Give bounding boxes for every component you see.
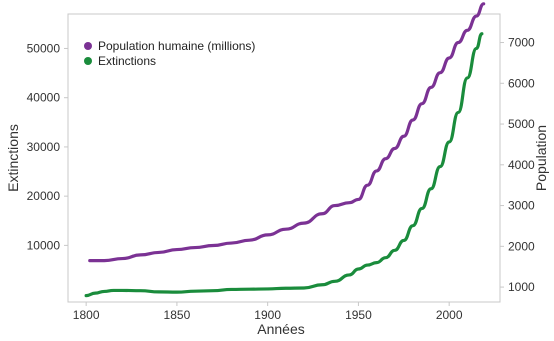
right-tick-label: 6000 xyxy=(508,76,535,90)
legend-marker-population xyxy=(84,42,92,50)
legend: Population humaine (millions) Extinction… xyxy=(84,39,255,68)
tick-labels: 1800 1850 1900 1950 2000 10000 20000 30000 40000… xyxy=(27,36,535,322)
x-tick-label: 1950 xyxy=(345,308,372,322)
right-tick-label: 3000 xyxy=(508,199,535,213)
legend-marker-extinctions xyxy=(84,57,92,65)
x-tick-label: 1900 xyxy=(254,308,281,322)
left-tick-label: 30000 xyxy=(27,140,61,154)
right-tick-label: 1000 xyxy=(508,280,535,294)
right-tick-label: 4000 xyxy=(508,158,535,172)
legend-label-population: Population humaine (millions) xyxy=(98,39,255,53)
right-tick-label: 5000 xyxy=(508,117,535,131)
right-axis-title: Population xyxy=(533,125,549,191)
x-tick-label: 2000 xyxy=(436,308,463,322)
right-tick-label: 2000 xyxy=(508,239,535,253)
tick-marks xyxy=(64,42,504,306)
left-axis-title: Extinctions xyxy=(5,124,21,192)
x-tick-label: 1850 xyxy=(164,308,191,322)
x-tick-label: 1800 xyxy=(73,308,100,322)
series-lines xyxy=(84,2,486,298)
left-tick-label: 40000 xyxy=(27,91,61,105)
right-tick-label: 7000 xyxy=(508,36,535,50)
left-tick-label: 10000 xyxy=(27,238,61,252)
legend-label-extinctions: Extinctions xyxy=(98,54,156,68)
plot-frame xyxy=(67,13,501,303)
left-tick-label: 20000 xyxy=(27,189,61,203)
x-axis-title: Années xyxy=(257,321,304,337)
population-series-line xyxy=(88,2,486,263)
extinctions-series-line xyxy=(84,32,484,298)
left-tick-label: 50000 xyxy=(27,41,61,55)
